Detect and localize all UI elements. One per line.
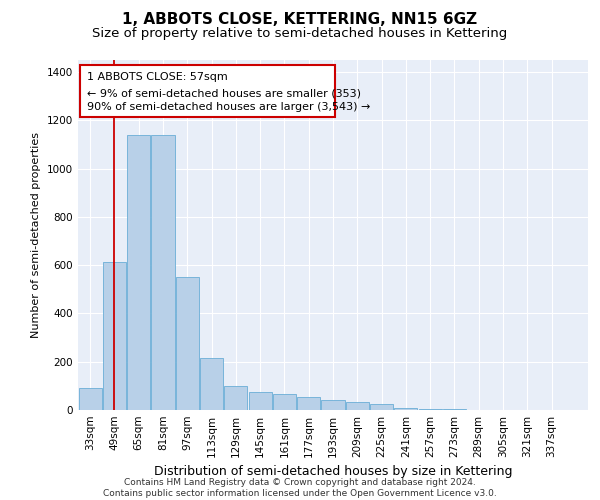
Y-axis label: Number of semi-detached properties: Number of semi-detached properties xyxy=(31,132,41,338)
Bar xyxy=(394,408,418,410)
X-axis label: Distribution of semi-detached houses by size in Kettering: Distribution of semi-detached houses by … xyxy=(154,466,512,478)
Bar xyxy=(200,358,223,410)
Text: Size of property relative to semi-detached houses in Kettering: Size of property relative to semi-detach… xyxy=(92,28,508,40)
Bar xyxy=(151,135,175,410)
Text: 1, ABBOTS CLOSE, KETTERING, NN15 6GZ: 1, ABBOTS CLOSE, KETTERING, NN15 6GZ xyxy=(122,12,478,28)
Bar xyxy=(176,277,199,410)
Bar xyxy=(322,400,344,410)
Bar xyxy=(224,386,247,410)
Text: 90% of semi-detached houses are larger (3,543) →: 90% of semi-detached houses are larger (… xyxy=(87,102,370,112)
Text: 1 ABBOTS CLOSE: 57sqm: 1 ABBOTS CLOSE: 57sqm xyxy=(87,72,228,82)
FancyBboxPatch shape xyxy=(80,65,335,116)
Text: ← 9% of semi-detached houses are smaller (353): ← 9% of semi-detached houses are smaller… xyxy=(87,89,361,99)
Bar xyxy=(370,404,393,410)
Bar xyxy=(419,409,442,410)
Text: Contains HM Land Registry data © Crown copyright and database right 2024.
Contai: Contains HM Land Registry data © Crown c… xyxy=(103,478,497,498)
Bar xyxy=(248,392,272,410)
Bar xyxy=(127,135,150,410)
Bar xyxy=(79,388,101,410)
Bar xyxy=(297,396,320,410)
Bar xyxy=(346,402,369,410)
Bar xyxy=(273,394,296,410)
Bar xyxy=(103,262,126,410)
